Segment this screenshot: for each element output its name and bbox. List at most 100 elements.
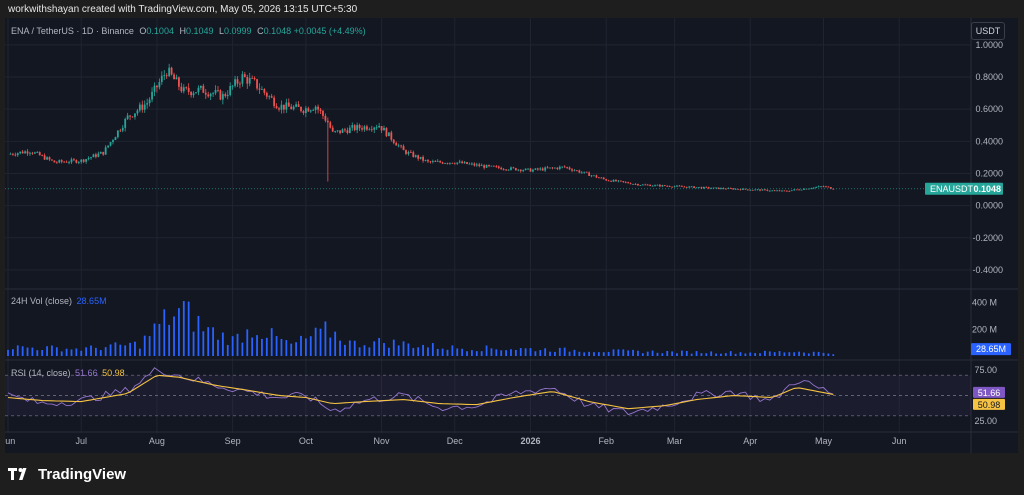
candle-body (375, 127, 378, 129)
candle-body (261, 89, 263, 90)
volume-bar (803, 352, 805, 356)
volume-legend-value: 28.65M (76, 296, 107, 306)
volume-bar (16, 345, 19, 356)
volume-legend: 24H Vol (close) 28.65M (11, 296, 107, 306)
candle-body (480, 165, 483, 167)
chart-container[interactable]: 1.0000 0.8000 0.6000 0.4000 0.2000 0.0000 -0.2… (5, 18, 1018, 453)
candle-body (258, 88, 261, 90)
candle-body (580, 172, 583, 174)
candle-body (407, 151, 410, 154)
x-tick-label: Oct (299, 436, 314, 446)
volume-bar (344, 344, 346, 356)
candle-body (556, 167, 559, 169)
candle-body (451, 162, 454, 164)
x-tick-label: Dec (447, 436, 464, 446)
volume-bar (55, 347, 58, 356)
candle-body (475, 164, 478, 166)
candle-body (453, 163, 456, 165)
volume-bar (666, 351, 669, 356)
candle-body (720, 187, 722, 189)
volume-bar (578, 351, 581, 356)
candle-body (270, 96, 273, 98)
candle-body (75, 160, 78, 163)
volume-bar (588, 351, 591, 356)
candle-body (676, 185, 678, 187)
candle-body (434, 161, 437, 163)
volume-bar (451, 345, 454, 356)
candle-body (119, 130, 122, 132)
currency-button[interactable]: USDT (971, 22, 1005, 40)
candle-body (554, 167, 556, 169)
candle-body (729, 188, 732, 189)
volume-bar (583, 352, 586, 356)
candle-body (773, 190, 776, 192)
candle-body (427, 160, 429, 162)
chart-svg[interactable]: 1.0000 0.8000 0.6000 0.4000 0.2000 0.0000 -0.2… (5, 18, 1018, 453)
candle-body (678, 185, 681, 187)
candle-body (265, 92, 268, 97)
candle-body (175, 77, 178, 80)
candle-body (820, 186, 822, 188)
candle-body (405, 150, 407, 154)
candle-body (595, 175, 598, 178)
candle-body (241, 74, 244, 84)
volume-bar (75, 348, 78, 356)
volume-bar (295, 342, 298, 356)
candle-body (829, 187, 832, 189)
candle-body (292, 106, 295, 110)
candle-body (234, 79, 236, 86)
candle-body (544, 167, 547, 171)
candle-body (485, 164, 488, 168)
candle-body (60, 160, 63, 162)
candle-body (666, 185, 669, 187)
volume-bar (300, 335, 302, 356)
x-tick-label: Jun (5, 436, 15, 446)
volume-bar (202, 331, 205, 356)
volume-bar (739, 352, 742, 356)
candle-body (461, 161, 464, 164)
x-tick-label: Apr (743, 436, 757, 446)
volume-bar (593, 352, 595, 356)
volume-bar (685, 350, 688, 356)
candle-body (309, 110, 312, 112)
candle-body (627, 182, 630, 184)
rsi-legend-ma: 50.98 (102, 368, 125, 378)
candle-body (168, 67, 171, 77)
candle-body (9, 153, 12, 155)
candle-body (781, 190, 783, 192)
volume-bar (304, 338, 307, 356)
volume-bar (221, 332, 224, 356)
volume-bar (822, 352, 825, 356)
volume-bar (427, 347, 429, 356)
volume-bar (217, 339, 219, 356)
volume-bar (597, 352, 600, 356)
volume-bar (114, 342, 117, 356)
volume-tick-label: 200 M (972, 324, 997, 334)
candle-body (715, 187, 717, 189)
candle-body (33, 152, 36, 154)
volume-bar (402, 341, 405, 356)
ohlc-low: 0.0999 (224, 26, 252, 36)
attribution-text: workwithshayan created with TradingView.… (8, 4, 358, 15)
candle-body (248, 78, 251, 84)
ohlc-open: 0.1004 (146, 26, 174, 36)
volume-bar (80, 350, 83, 356)
candle-body (458, 161, 461, 163)
candle-body (751, 189, 754, 191)
candle-body (143, 104, 146, 110)
candle-body (771, 190, 774, 192)
volume-bar (65, 348, 68, 356)
volume-bar (778, 351, 781, 356)
candle-body (749, 189, 752, 191)
x-tick-label: 2026 (520, 436, 540, 446)
candle-body (77, 161, 80, 163)
candle-body (114, 137, 117, 141)
candle-body (346, 130, 349, 133)
candle-body (104, 147, 107, 155)
candle-body (680, 186, 683, 187)
volume-bar (207, 327, 210, 356)
candle-body (519, 169, 522, 172)
candle-body (639, 185, 642, 186)
volume-bar (158, 323, 161, 356)
candle-body (356, 125, 359, 131)
